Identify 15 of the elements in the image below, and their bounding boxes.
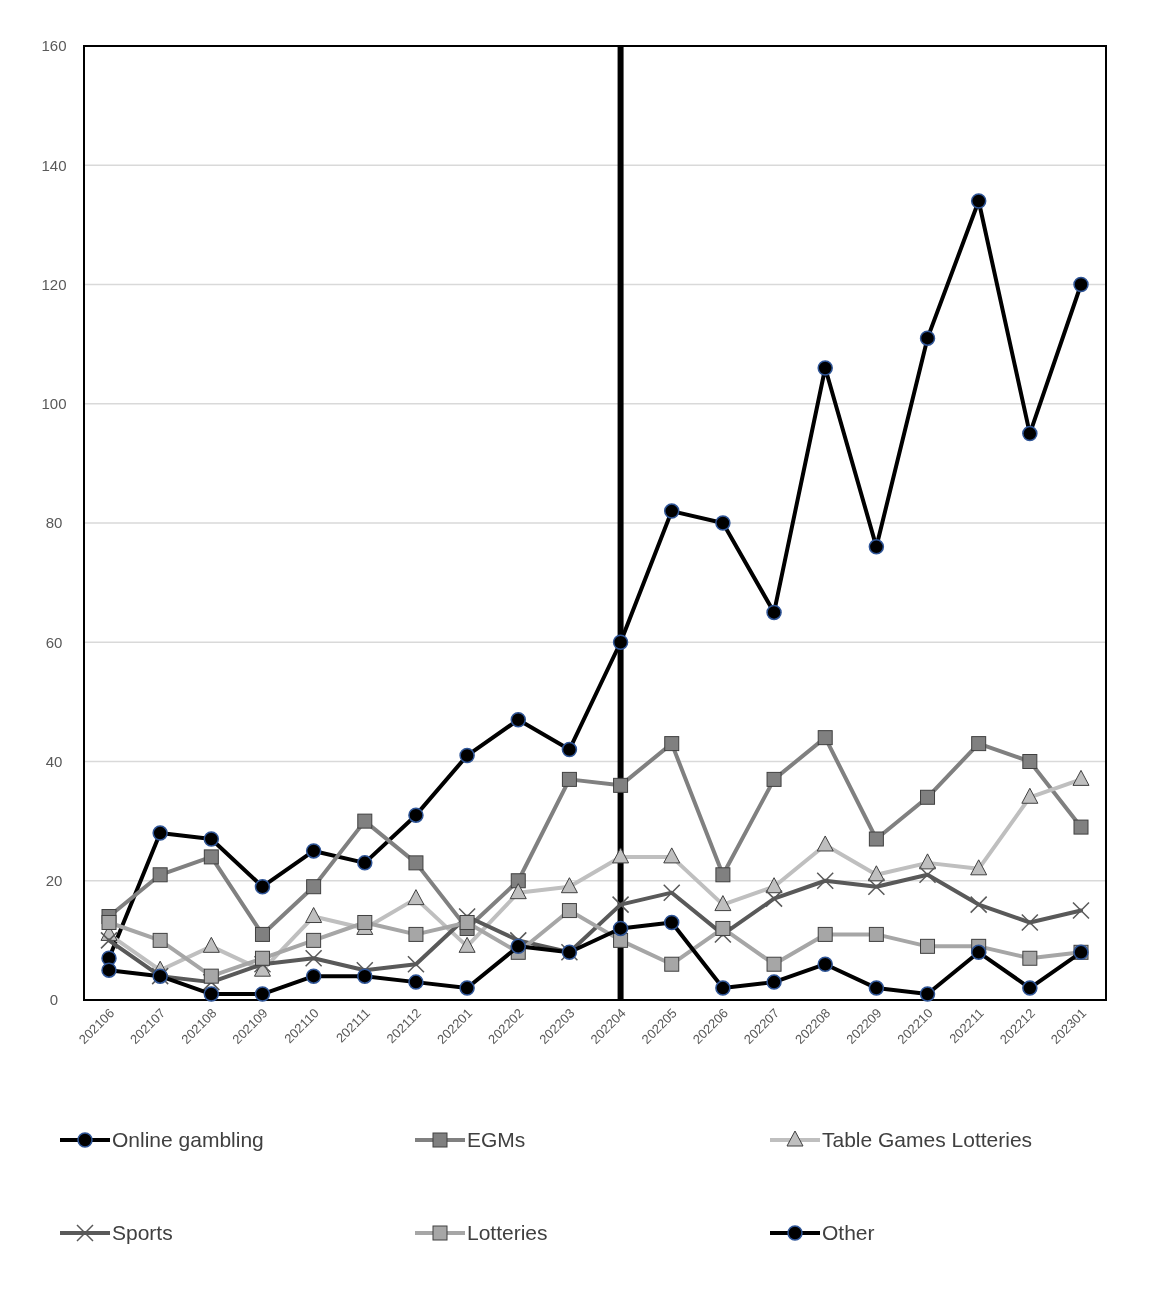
- y-tick-label: 0: [49, 991, 59, 1009]
- legend-label: Other: [822, 1221, 875, 1245]
- y-tick-label: 40: [45, 752, 63, 770]
- y-tick-label: 60: [45, 633, 63, 651]
- legend-label: Online gambling: [112, 1128, 264, 1152]
- y-tick-label: 140: [41, 156, 67, 174]
- legend-label: EGMs: [467, 1128, 526, 1152]
- legend-label: Lotteries: [467, 1221, 548, 1245]
- y-tick-label: 20: [45, 872, 63, 889]
- y-tick-label: 80: [45, 514, 63, 532]
- legend-label: Table Games Lotteries: [822, 1128, 1033, 1152]
- y-tick-label: 100: [41, 395, 67, 412]
- legend-label: Sports: [112, 1221, 173, 1245]
- y-tick-label: 120: [41, 275, 67, 293]
- y-tick-label: 160: [41, 37, 67, 55]
